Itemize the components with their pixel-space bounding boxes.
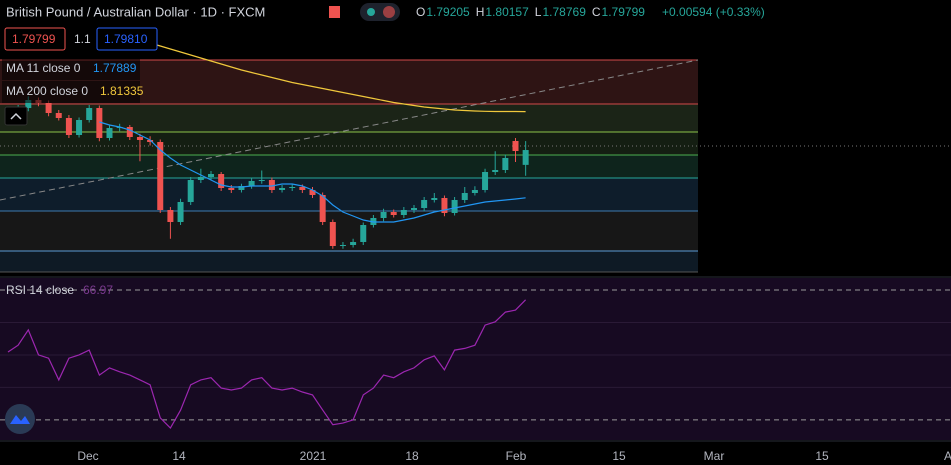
candle-body <box>238 186 245 190</box>
rsi-line <box>7 299 527 429</box>
sell-box[interactable] <box>4 27 66 51</box>
candle-body <box>390 212 397 215</box>
ohlc-value: 1.78769 <box>542 5 586 19</box>
ma200-value: 1.81335 <box>100 84 144 98</box>
candle-body <box>360 225 367 242</box>
x-tick-label: 18 <box>405 449 419 463</box>
candle-body <box>228 188 235 190</box>
candle-body <box>492 170 499 172</box>
candle-body <box>76 120 83 135</box>
candle-body <box>350 242 357 245</box>
candle-body <box>421 200 428 208</box>
spread: 1.1 <box>74 32 91 46</box>
candle-body <box>208 174 214 177</box>
candle-body <box>187 180 194 202</box>
ohlc-value: 1.79799 <box>602 5 646 19</box>
rsi-layer <box>0 289 951 429</box>
symbol-title: British Pound / Australian Dollar · 1D ·… <box>6 4 265 19</box>
candle-body <box>451 200 458 213</box>
candle-body <box>411 208 417 210</box>
candle-body <box>319 195 326 222</box>
x-tick-label: 2021 <box>300 449 327 463</box>
rsi-pane <box>0 278 951 440</box>
candle-body <box>329 222 336 246</box>
status-dot <box>383 6 395 18</box>
ohlc-label: C <box>592 5 601 19</box>
candle-body <box>279 188 286 190</box>
candle-body <box>502 158 509 170</box>
candle-body <box>400 210 407 215</box>
candle-body <box>248 181 255 186</box>
candle-body <box>197 177 204 180</box>
x-axis: Dec 14 2021 18 Feb 15 Mar 15 A <box>77 449 951 463</box>
ohlc-value: 1.80157 <box>485 5 529 19</box>
candle-body <box>106 128 113 138</box>
status-dot <box>367 8 375 16</box>
candle-body <box>157 142 164 210</box>
buy-box[interactable] <box>96 27 158 51</box>
candle-body <box>471 190 478 193</box>
ma-line <box>149 42 526 113</box>
candle-body <box>268 180 275 190</box>
candle-body <box>45 103 52 113</box>
ma-line <box>99 121 526 223</box>
rsi-label: RSI 14 close <box>6 283 74 297</box>
flag-icon[interactable] <box>329 6 340 18</box>
ask-price: 1.79810 <box>104 32 148 46</box>
candle-body <box>522 150 529 165</box>
candle-body <box>86 108 93 120</box>
candle-body <box>167 210 174 222</box>
candle-body <box>55 113 62 118</box>
candles <box>5 42 529 249</box>
ohlc-value: 1.79205 <box>426 5 470 19</box>
candle-body <box>65 118 72 135</box>
candle-body <box>25 100 32 108</box>
candle-body <box>431 198 438 200</box>
legend-bg <box>2 58 140 80</box>
candle-body <box>177 202 184 222</box>
legend-bg <box>2 81 140 103</box>
logo-icon <box>10 415 30 424</box>
ma200-label: MA 200 close 0 <box>6 84 88 98</box>
change: +0.00594 (+0.33%) <box>662 5 765 19</box>
candle-body <box>136 137 143 140</box>
x-tick-label: Feb <box>506 449 527 463</box>
candle-body <box>441 198 448 213</box>
candle-body <box>289 187 296 188</box>
candle-body <box>339 245 346 246</box>
ohlc-label: L <box>535 5 542 19</box>
candle-body <box>258 180 265 181</box>
ohlc-label: O <box>416 5 425 19</box>
x-tick-label: 15 <box>612 449 626 463</box>
x-tick-label: 14 <box>172 449 186 463</box>
candle-body <box>218 174 225 188</box>
candle-body <box>482 172 489 190</box>
candle-body <box>512 141 519 151</box>
x-tick-label: A <box>944 449 951 463</box>
candle-body <box>126 127 133 137</box>
candle-body <box>299 187 306 190</box>
collapse-button[interactable] <box>4 106 28 126</box>
ma11-label: MA 11 close 0 <box>6 61 81 75</box>
candle-body <box>461 193 468 200</box>
x-tick-label: Dec <box>77 449 98 463</box>
bid-price: 1.79799 <box>12 32 56 46</box>
ohlc-label: H <box>476 5 485 19</box>
logo-button[interactable] <box>5 404 35 434</box>
x-tick-label: Mar <box>704 449 725 463</box>
candle-body <box>380 212 387 218</box>
rsi-value: 66.97 <box>83 283 113 297</box>
ma11-value: 1.77889 <box>93 61 137 75</box>
ohlc-legend: O 1.79205 H 1.80157 L 1.78769 C 1.79799 <box>416 5 645 19</box>
candle-body <box>147 140 154 142</box>
candle-body <box>96 108 103 138</box>
candle-body <box>309 190 316 195</box>
fib-zones <box>0 59 951 273</box>
x-tick-label: 15 <box>815 449 829 463</box>
collapse-icon <box>10 112 22 120</box>
